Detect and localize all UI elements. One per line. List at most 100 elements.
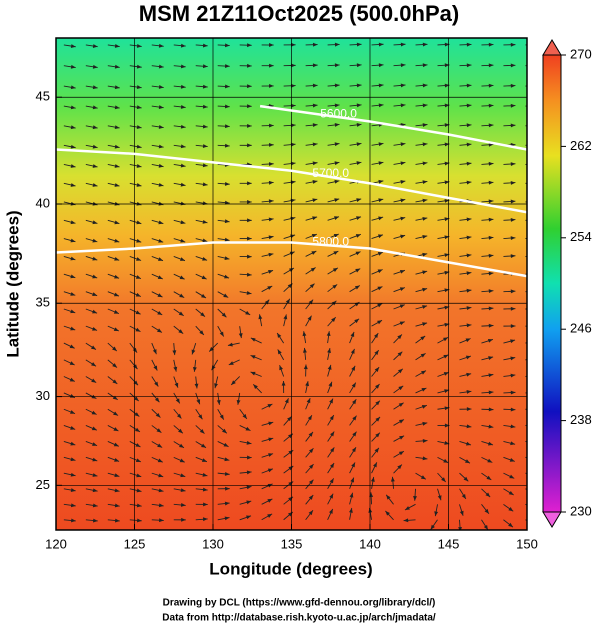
streamline-arrow (180, 220, 186, 225)
streamline-arrow (216, 399, 221, 405)
streamline-arrow (136, 488, 142, 493)
streamline-arrow (114, 256, 120, 261)
streamline-arrow (308, 510, 313, 516)
streamline-arrow (114, 488, 120, 493)
streamline-arrow (375, 416, 381, 422)
colorbar-tick-label: 262 (570, 138, 592, 153)
streamline-arrow (510, 217, 516, 222)
streamline-arrow (268, 421, 274, 426)
y-tick-label: 30 (36, 388, 50, 403)
streamline-arrow (91, 426, 97, 431)
streamline-arrow (155, 412, 161, 418)
streamline-arrow (377, 269, 383, 274)
streamline-arrow (312, 63, 318, 68)
streamline-arrow (92, 64, 98, 69)
streamline-arrow (69, 377, 75, 382)
streamline-arrow (192, 366, 197, 372)
streamline-arrow (70, 309, 76, 314)
streamline-arrow (354, 285, 360, 290)
streamline-arrow (444, 63, 450, 68)
streamline-arrow (488, 199, 494, 204)
streamline-arrow (510, 236, 516, 241)
streamline-arrow (330, 447, 335, 453)
streamline-arrow (180, 124, 186, 129)
streamline-arrow (533, 200, 538, 204)
streamline-arrow (351, 382, 356, 388)
streamline-arrow (484, 508, 489, 514)
colorbar-tick-label: 254 (570, 229, 592, 244)
streamline-arrow (378, 63, 384, 68)
streamline-arrow (398, 419, 404, 424)
streamline-arrow (532, 490, 537, 494)
streamline-arrow (334, 216, 340, 220)
streamline-arrow (444, 142, 450, 147)
streamline-arrow (488, 142, 494, 147)
streamline-arrow (510, 441, 516, 446)
streamline-arrow (224, 457, 230, 462)
streamline-arrow (307, 415, 312, 421)
streamline-arrow (466, 63, 472, 68)
streamline-arrow (466, 372, 472, 377)
streamline-arrow (246, 485, 252, 490)
streamline-arrow (377, 320, 383, 325)
streamline-arrow (258, 314, 263, 320)
streamline-arrow (70, 144, 76, 149)
streamline-arrow (533, 307, 538, 311)
streamline-arrow (228, 361, 234, 365)
streamline-arrow (238, 333, 243, 339)
streamline-arrow (375, 400, 380, 406)
streamline-arrow (92, 164, 98, 168)
streamline-arrow (309, 283, 315, 289)
streamline-arrow (180, 64, 186, 69)
streamline-arrow (284, 398, 289, 404)
streamline-arrow (533, 290, 538, 294)
streamline-arrow (112, 363, 117, 368)
streamline-arrow (444, 217, 450, 222)
streamline-arrow (136, 473, 142, 478)
streamline-arrow (328, 508, 333, 514)
streamline-arrow (400, 83, 406, 88)
streamline-arrow (178, 311, 184, 316)
streamline-arrow (466, 217, 472, 222)
streamline-arrow (70, 125, 76, 130)
streamline-arrow (199, 429, 205, 434)
streamline-arrow (352, 431, 357, 437)
streamline-arrow (290, 103, 296, 108)
streamline-arrow (159, 518, 164, 523)
contour-label: 5600.0 (320, 106, 357, 120)
streamline-arrow (114, 85, 120, 90)
streamline-arrow (510, 83, 516, 88)
streamline-arrow (247, 200, 252, 204)
streamline-arrow (269, 63, 274, 68)
streamline-arrow (267, 498, 273, 503)
streamline-arrow (157, 458, 163, 463)
streamline-arrow (157, 328, 162, 333)
streamline-arrow (242, 414, 247, 419)
streamline-arrow (375, 432, 380, 438)
streamline-arrow (290, 161, 296, 166)
streamline-arrow (466, 235, 472, 240)
streamline-arrow (267, 513, 273, 518)
streamline-arrow (463, 476, 469, 482)
streamline-arrow (201, 275, 207, 280)
streamline-arrow (510, 424, 516, 429)
streamline-arrow (173, 366, 178, 372)
streamline-arrow (397, 351, 403, 357)
streamline-arrow (309, 464, 314, 469)
streamline-arrow (413, 496, 417, 501)
streamline-arrow (267, 286, 273, 290)
streamline-arrow (466, 180, 472, 185)
streamline-arrow (488, 161, 494, 166)
streamline-arrow (253, 384, 258, 390)
streamline-arrow (466, 389, 472, 394)
streamline-arrow (158, 125, 164, 129)
streamline-arrow (312, 216, 318, 221)
streamline-arrow (180, 144, 186, 149)
streamline-arrow (443, 337, 449, 342)
streamline-arrow (329, 463, 335, 468)
streamline-arrow (374, 333, 379, 339)
streamline-arrow (378, 161, 384, 166)
streamline-arrow (422, 103, 428, 108)
streamline-arrow (246, 515, 252, 520)
streamline-arrow (114, 183, 120, 187)
